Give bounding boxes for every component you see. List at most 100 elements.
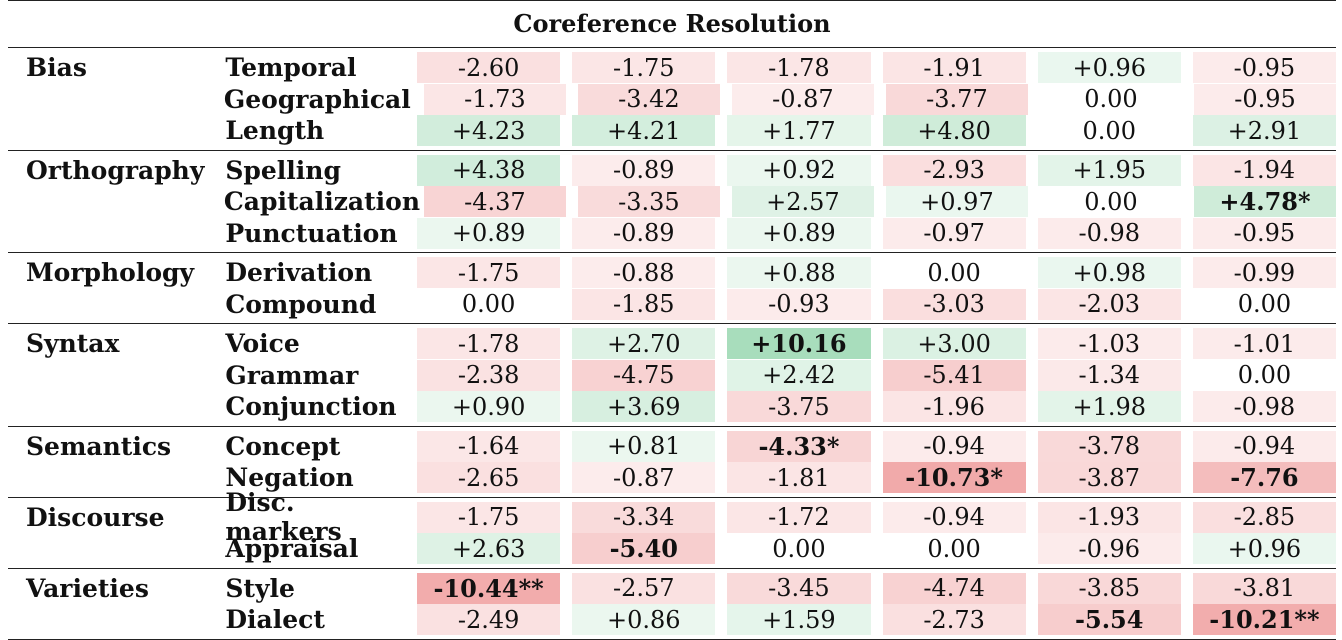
table-row: Varieties Style -10.44** -2.57 -3.45 -4.74 -3.… [8, 572, 1336, 605]
category-label: Morphology [26, 258, 195, 288]
value-cell: +3.00 [882, 328, 1026, 360]
subcategory-label: Punctuation [225, 218, 398, 248]
value-cell: 0.00 [772, 534, 826, 563]
value-cell: +1.98 [1037, 391, 1181, 423]
value-cell: -4.75 [572, 359, 716, 391]
value-cell: -0.89 [572, 217, 716, 249]
value-cell: +0.96 [1037, 52, 1181, 84]
value-cell: -2.03 [1037, 288, 1181, 320]
value-cell: +4.21 [572, 115, 716, 147]
value-cell: -0.95 [1192, 52, 1336, 84]
value-cell: +3.69 [572, 391, 716, 423]
value-cell: -2.85 [1192, 501, 1336, 533]
table-row: Syntax Voice -1.78 +2.70 +10.16 +3.00 -1.03 -1.… [8, 328, 1336, 360]
value-cell: -1.72 [727, 501, 871, 533]
category-label: Semantics [26, 431, 172, 461]
value-cell: -4.33* [727, 430, 871, 462]
value-cell: -3.77 [885, 83, 1028, 115]
value-cell: -2.65 [417, 462, 561, 494]
results-table: Coreference Resolution Bias Temporal -2.60… [8, 0, 1336, 640]
table-row: Grammar -2.38 -4.75 +2.42 -5.41 -1.34 0.00 [8, 359, 1336, 392]
value-cell: -10.73* [882, 462, 1026, 494]
value-cell: -0.95 [1193, 83, 1336, 115]
value-cell: -0.99 [1192, 257, 1336, 289]
value-cell: -0.94 [1192, 430, 1336, 462]
table-row: Semantics Concept -1.64 +0.81 -4.33* -0.94 -3.… [8, 430, 1336, 463]
value-cell: -0.89 [572, 154, 716, 186]
value-cell: +0.88 [727, 257, 871, 289]
value-cell: -1.91 [882, 52, 1026, 84]
value-cell: -1.93 [1037, 501, 1181, 533]
table-row: Negation -2.65 -0.87 -1.81 -10.73* -3.87 -7.76 [8, 462, 1336, 494]
value-cell: -1.03 [1037, 328, 1181, 360]
value-cell: +0.92 [727, 154, 871, 186]
value-cell: -1.94 [1192, 154, 1336, 186]
subcategory-label: Grammar [225, 360, 359, 390]
table-body: Bias Temporal -2.60 -1.75 -1.78 -1.91 +0.96 -0.… [8, 48, 1336, 640]
value-cell: +0.90 [417, 391, 561, 423]
value-cell: +2.63 [417, 533, 561, 565]
value-cell: -3.78 [1037, 430, 1181, 462]
value-cell: -0.98 [1037, 217, 1181, 249]
value-cell: 0.00 [1082, 116, 1136, 145]
value-cell: +0.81 [572, 430, 716, 462]
value-cell: +1.77 [727, 115, 871, 147]
value-cell: +2.91 [1192, 115, 1336, 147]
value-cell: -0.87 [572, 462, 716, 494]
value-cell: -0.88 [572, 257, 716, 289]
table-row: Dialect -2.49 +0.86 +1.59 -2.73 -5.54 -10.21** [8, 604, 1336, 636]
value-cell: 0.00 [927, 534, 981, 563]
value-cell: -1.81 [727, 462, 871, 494]
subcategory-label: Conjunction [225, 392, 397, 422]
value-cell: -1.64 [417, 430, 561, 462]
value-cell: +1.59 [727, 604, 871, 636]
value-cell: -5.40 [572, 533, 716, 565]
table-row: Capitalization -4.37 -3.35 +2.57 +0.97 0.00 +4… [8, 186, 1336, 218]
subcategory-label: Dialect [225, 605, 325, 635]
table-row: Morphology Derivation -1.75 -0.88 +0.88 0.00 +… [8, 257, 1336, 289]
subcategory-label: Style [225, 573, 295, 603]
value-cell: -3.03 [882, 288, 1026, 320]
row-group: Syntax Voice -1.78 +2.70 +10.16 +3.00 -1.03 -1.… [8, 324, 1336, 427]
value-cell: -3.85 [1037, 572, 1181, 604]
table-row: Bias Temporal -2.60 -1.75 -1.78 -1.91 +0.96 -0.… [8, 52, 1336, 84]
value-cell: -4.74 [882, 572, 1026, 604]
value-cell: -0.93 [727, 288, 871, 320]
value-cell: -3.81 [1192, 572, 1336, 604]
value-cell: -3.42 [577, 83, 720, 115]
value-cell: -3.35 [577, 186, 720, 218]
value-cell: -0.87 [731, 83, 874, 115]
value-cell: -1.75 [417, 257, 561, 289]
table-row: Conjunction +0.90 +3.69 -3.75 -1.96 +1.98 -0.9… [8, 391, 1336, 423]
value-cell: +4.23 [417, 115, 561, 147]
value-cell: -1.75 [417, 501, 561, 533]
row-group: Semantics Concept -1.64 +0.81 -4.33* -0.94 -3.… [8, 427, 1336, 498]
value-cell: -1.78 [417, 328, 561, 360]
value-cell: +2.57 [731, 186, 874, 218]
value-cell: +0.98 [1037, 257, 1181, 289]
value-cell: -0.95 [1192, 217, 1336, 249]
subcategory-label: Length [225, 116, 325, 146]
value-cell: -10.21** [1192, 604, 1336, 636]
subcategory-label: Voice [225, 329, 300, 359]
value-cell: -5.41 [882, 359, 1026, 391]
value-cell: +0.89 [727, 217, 871, 249]
subcategory-label: Geographical [223, 84, 411, 114]
value-cell: -3.87 [1037, 462, 1181, 494]
value-cell: -3.34 [572, 501, 716, 533]
category-label: Orthography [26, 155, 205, 185]
value-cell: -2.38 [417, 359, 561, 391]
row-group: Morphology Derivation -1.75 -0.88 +0.88 0.00 +… [8, 253, 1336, 324]
subcategory-label: Derivation [225, 258, 373, 288]
value-cell: +0.89 [417, 217, 561, 249]
table-row: Punctuation +0.89 -0.89 +0.89 -0.97 -0.98 -0.9… [8, 217, 1336, 250]
value-cell: -0.94 [882, 501, 1026, 533]
value-cell: +1.95 [1037, 154, 1181, 186]
value-cell: -0.96 [1037, 533, 1181, 565]
value-cell: -2.60 [417, 52, 561, 84]
table-row: Orthography Spelling +4.38 -0.89 +0.92 -2.93 +… [8, 154, 1336, 187]
subcategory-label: Negation [225, 463, 354, 493]
category-label: Bias [26, 53, 87, 83]
value-cell: -0.98 [1192, 391, 1336, 423]
value-cell: +0.86 [572, 604, 716, 636]
